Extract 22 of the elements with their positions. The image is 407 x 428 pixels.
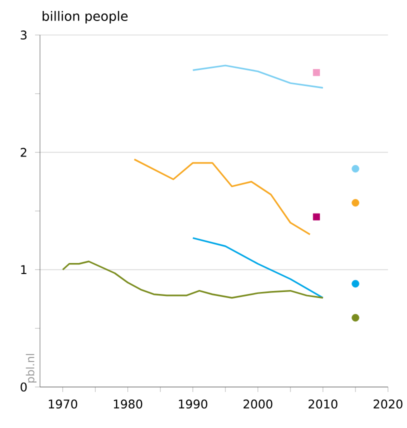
point (313, 69, 320, 76)
line-series (62, 260, 324, 299)
y-tick-label: 2 (20, 148, 27, 157)
line-series (192, 237, 324, 299)
x-tick-label: 2000 (244, 400, 273, 409)
point (352, 280, 360, 288)
point (352, 164, 360, 173)
text: pbl.nl (26, 354, 37, 382)
x-tick-label: 1990 (179, 400, 208, 409)
x-tick-label: 2020 (374, 400, 403, 409)
x-tick-label: 2010 (308, 400, 338, 409)
y-tick-label: 0 (20, 382, 27, 392)
point (352, 314, 360, 322)
y-axis-title: billion people (42, 10, 128, 24)
point (352, 199, 360, 207)
x-tick-label: 1970 (49, 400, 78, 409)
y-tick-label: 1 (21, 265, 27, 274)
line-series (192, 64, 324, 89)
x-tick-label: 1980 (114, 400, 142, 409)
line-series (134, 158, 311, 236)
y-tick-label: 3 (21, 30, 27, 40)
point (313, 213, 320, 220)
